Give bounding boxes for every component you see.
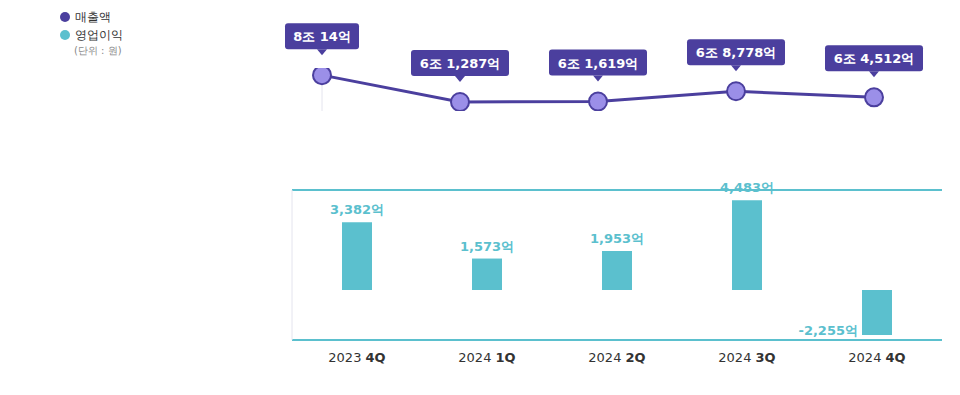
svg-text:3,382억: 3,382억 xyxy=(330,202,384,217)
svg-text:1,953억: 1,953억 xyxy=(590,231,644,246)
svg-text:6조 8,778억: 6조 8,778억 xyxy=(696,45,777,60)
svg-text:1,573억: 1,573억 xyxy=(460,239,514,254)
svg-text:4,483억: 4,483억 xyxy=(720,180,774,195)
svg-text:2024 2Q: 2024 2Q xyxy=(588,350,645,365)
svg-text:2024 3Q: 2024 3Q xyxy=(718,350,775,365)
svg-text:6조 1,287억: 6조 1,287억 xyxy=(420,56,501,71)
svg-text:2024 4Q: 2024 4Q xyxy=(848,350,905,365)
svg-text:8조 14억: 8조 14억 xyxy=(293,29,351,44)
html-text:(단위 : 원): (단위 : 원) xyxy=(74,45,122,56)
html-text:매출액: 매출액 xyxy=(75,9,111,24)
svg-text:-2,255억: -2,255억 xyxy=(798,323,858,338)
svg-text:6조 1,619억: 6조 1,619억 xyxy=(558,56,639,71)
svg-text:2023 4Q: 2023 4Q xyxy=(328,350,385,365)
svg-text:6조 4,512억: 6조 4,512억 xyxy=(834,51,915,66)
html-text:영업이익: 영업이익 xyxy=(75,27,123,42)
svg-text:2024 1Q: 2024 1Q xyxy=(458,350,515,365)
